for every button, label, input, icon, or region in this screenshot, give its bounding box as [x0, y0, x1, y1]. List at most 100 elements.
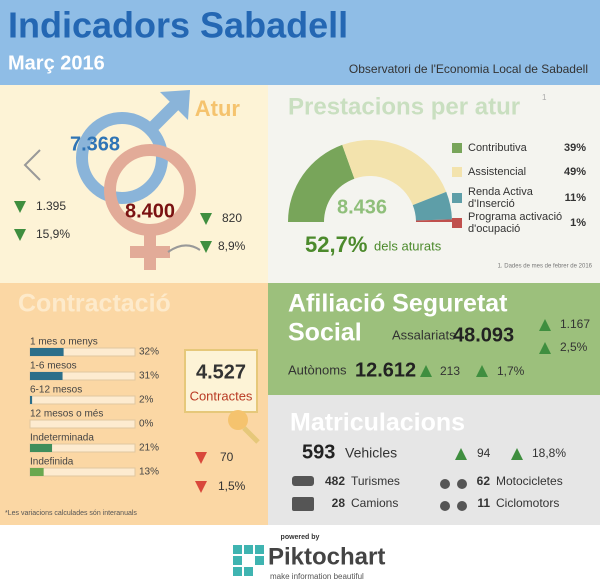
- vehicle-label: Ciclomotors: [496, 496, 559, 510]
- matriculacions-bg: [268, 395, 600, 525]
- bar: [30, 396, 33, 404]
- legend-swatch: [452, 167, 462, 177]
- bar: [30, 468, 44, 476]
- bar: [30, 444, 53, 452]
- bar-label: 6-12 mesos: [30, 385, 82, 396]
- bar-label: 1-6 mesos: [30, 361, 77, 372]
- share-label: dels aturats: [374, 238, 442, 253]
- contractes-change: 70: [220, 450, 234, 464]
- down-arrow: [14, 229, 26, 241]
- powered: powered by: [281, 534, 320, 541]
- vehicle-count: 482: [325, 474, 345, 488]
- up-arrow: [455, 448, 467, 460]
- up-arrow: [511, 448, 523, 460]
- legend-line: d'ocupació: [468, 223, 520, 235]
- prestacions-title: Prestacions per atur: [288, 93, 520, 120]
- legend: Contributiva 39% Assistencial 49% Renda Acti…: [452, 142, 586, 235]
- up-arrow: [539, 342, 551, 354]
- assalariats: 48.093: [453, 324, 514, 346]
- prestacions-total: 8.436: [337, 196, 387, 218]
- bar-value: 0%: [139, 419, 154, 430]
- afiliacio-title: Afiliació Seguretat: [288, 290, 508, 318]
- legend-swatch: [452, 143, 462, 153]
- men-change: 1.395: [36, 199, 66, 213]
- assalariats-pct: 2,5%: [560, 340, 588, 354]
- footer-bg: [0, 525, 600, 585]
- bar-value: 32%: [139, 347, 159, 358]
- down-arrow: [200, 241, 212, 253]
- legend-label: Renda Activa d'Inserció: [468, 186, 534, 210]
- footnote-mark: 1: [542, 93, 547, 102]
- contractacio-note: *Les variacions calculades són interanua…: [5, 510, 137, 517]
- contractes-pct: 1,5%: [218, 479, 246, 493]
- vehicle-label: Motocicletes: [496, 474, 563, 488]
- legend-value: 11%: [565, 192, 587, 204]
- legend-label: Programa activació d'ocupació: [468, 211, 562, 235]
- autonoms-pct: 1,7%: [497, 364, 525, 378]
- legend-value: 1%: [570, 217, 586, 229]
- contractes-total: 4.527: [196, 361, 246, 383]
- bar-track: [29, 467, 136, 477]
- legend-label: Contributiva: [468, 142, 528, 154]
- vehicle-count: 28: [332, 496, 346, 510]
- bar-track: [29, 395, 136, 405]
- legend-swatch: [452, 193, 462, 203]
- bar-label: 1 mes o menys: [30, 337, 98, 348]
- vehicle-count: 62: [477, 474, 491, 488]
- autonoms-change: 213: [440, 364, 460, 378]
- legend-label: Assistencial: [468, 166, 526, 178]
- certificate-icon: [184, 349, 260, 444]
- afiliacio-title: Social: [288, 319, 362, 347]
- source: Observatori de l'Economia Local de Sabad…: [349, 62, 588, 76]
- contractacio-title: Contractació: [18, 290, 171, 318]
- down-arrow: [195, 452, 207, 464]
- down-arrow: [14, 201, 26, 213]
- assalariats-label: Assalariats: [392, 327, 456, 342]
- bars: 1 mes o menys 32% 1-6 mesos 31% 6-12 mesos 2%…: [29, 337, 159, 478]
- legend-value: 39%: [564, 142, 586, 154]
- women-change: 820: [222, 211, 242, 225]
- vehicle-label: Turismes: [351, 474, 400, 488]
- bar-label: Indefinida: [30, 457, 74, 468]
- prestacions-share: 52,7%: [305, 232, 367, 257]
- men-pct: 15,9%: [36, 227, 70, 241]
- donut: [288, 140, 452, 222]
- vehicles-label: Vehicles: [345, 445, 397, 461]
- vehicle-count: 11: [477, 496, 490, 510]
- bar-value: 31%: [139, 371, 159, 382]
- vehicles-change: 94: [477, 446, 491, 460]
- tagline: make information beautiful: [270, 572, 364, 581]
- vehicle-label: Camions: [351, 496, 398, 510]
- note: 1. Dades de mes de febrer de 2016: [498, 264, 593, 270]
- up-arrow: [539, 319, 551, 331]
- donut-segment: [412, 191, 452, 221]
- women-count: 8.400: [125, 200, 175, 222]
- men-count: 7.368: [70, 133, 120, 155]
- women-pct: 8,9%: [218, 239, 246, 253]
- header-bg: [0, 0, 600, 85]
- bar: [30, 372, 63, 380]
- down-arrow: [200, 213, 212, 225]
- donut-segment: [415, 219, 452, 222]
- bar: [30, 348, 64, 356]
- matriculacions-title: Matriculacions: [290, 409, 465, 437]
- title: Indicadors Sabadell: [8, 5, 348, 46]
- donut-segment: [342, 140, 447, 206]
- afiliacio-bg: [268, 283, 600, 395]
- logo: [233, 545, 264, 576]
- vehicle-icons: [292, 476, 467, 511]
- bar-value: 2%: [139, 395, 154, 406]
- down-arrow: [195, 481, 207, 493]
- up-arrow: [476, 365, 488, 377]
- vehicles-total: 593: [302, 441, 335, 463]
- legend-swatch: [452, 218, 462, 228]
- subtitle: Març 2016: [8, 52, 105, 74]
- bar-label: 12 mesos o més: [30, 409, 103, 420]
- autonoms: 12.612: [355, 359, 416, 381]
- legend-line: Programa activació: [468, 211, 562, 223]
- bar-value: 13%: [139, 467, 159, 478]
- autonoms-label: Autònoms: [288, 362, 347, 377]
- vehicles-pct: 18,8%: [532, 446, 566, 460]
- assalariats-change: 1.167: [560, 317, 590, 331]
